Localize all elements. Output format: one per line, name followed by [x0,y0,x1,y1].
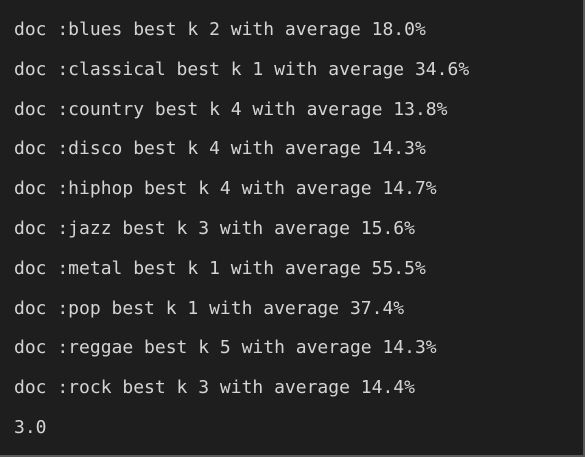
output-line-reggae: doc :reggae best k 5 with average 14.3% [14,337,437,359]
output-line-classical: doc :classical best k 1 with average 34.… [14,58,470,80]
output-line-country: doc :country best k 4 with average 13.8% [14,98,448,120]
output-line-blues: doc :blues best k 2 with average 18.0% [14,19,426,40]
output-line-pop: doc :pop best k 1 with average 37.4% [14,297,405,319]
output-line-disco: doc :disco best k 4 with average 14.3% [14,138,426,160]
output-line-result: 3.0 [14,416,47,438]
output-line-metal: doc :metal best k 1 with average 55.5% [14,257,426,279]
output-line-hiphop: doc :hiphop best k 4 with average 14.7% [14,178,437,200]
output-line-jazz: doc :jazz best k 3 with average 15.6% [14,217,415,239]
output-line-rock: doc :rock best k 3 with average 14.4% [14,377,415,399]
